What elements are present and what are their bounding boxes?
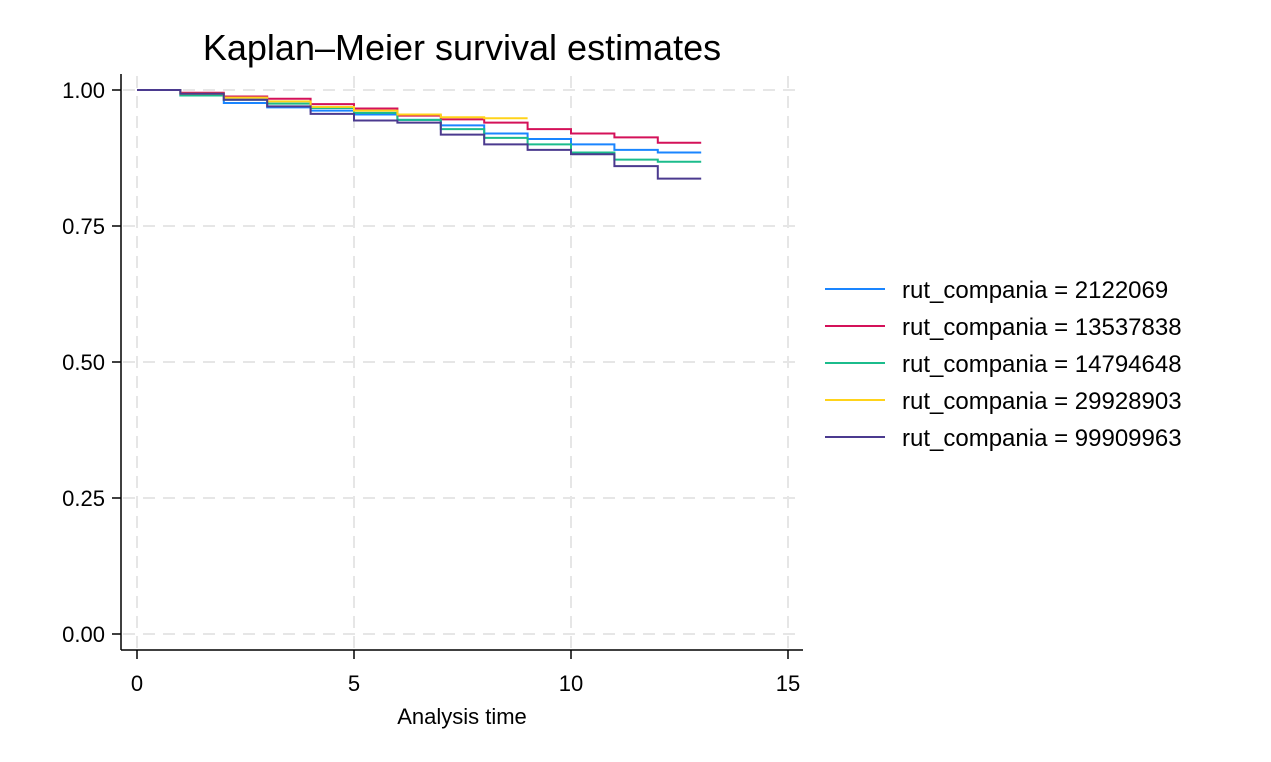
series-line-3 [137,89,702,163]
legend-label: rut_compania = 13537838 [902,314,1182,341]
y-tick-label: 1.00 [62,78,105,103]
x-tick-label: 0 [131,671,143,696]
legend-label: rut_compania = 99909963 [902,425,1182,452]
series-line-1 [137,89,702,154]
legend-label: rut_compania = 29928903 [902,388,1182,415]
axes: 0.00 0.25 0.50 0.75 1.00 0 5 10 15 [62,74,803,696]
y-tick-label: 0.00 [62,622,105,647]
legend-label: rut_compania = 14794648 [902,351,1182,378]
y-tick-label: 0.75 [62,214,105,239]
chart-title: Kaplan–Meier survival estimates [203,27,721,68]
legend: rut_compania = 2122069 rut_compania = 135… [825,277,1182,452]
legend-label: rut_compania = 2122069 [902,277,1168,304]
series-line-2 [137,89,702,144]
x-tick-label: 15 [776,671,800,696]
grid [123,76,801,648]
x-tick-label: 10 [559,671,583,696]
plot-series [137,89,702,180]
y-tick-label: 0.25 [62,486,105,511]
x-axis-title: Analysis time [397,704,527,729]
y-tick-label: 0.50 [62,350,105,375]
x-tick-label: 5 [348,671,360,696]
series-line-5 [137,89,702,180]
